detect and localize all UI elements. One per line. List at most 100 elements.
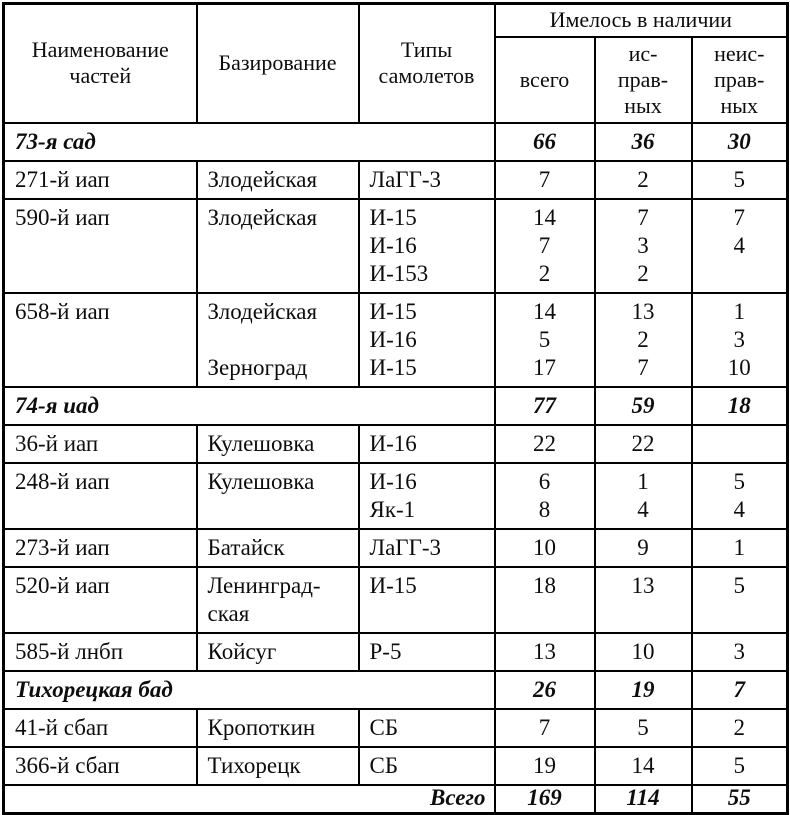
total-cell: 7 <box>493 159 596 200</box>
unit-cell: 585-й лнбп <box>2 631 198 672</box>
section-row: 74-я иад 77 59 18 <box>2 385 789 426</box>
total-all-cell: 169 <box>493 783 596 814</box>
base-cell: Злодейская Зерноград <box>195 291 360 388</box>
col-header-unserviceable: неис- прав- ных <box>690 35 789 124</box>
types-cell: И-16 Як-1 <box>357 461 496 530</box>
total-unserviceable-cell: 55 <box>690 783 789 814</box>
total-cell: 14 7 2 <box>493 197 596 294</box>
serviceable-cell: 2 <box>593 159 693 200</box>
header-row-top: Наименование частей Базирование Типы сам… <box>2 2 789 124</box>
section-title: 74-я иад <box>2 385 496 426</box>
unserviceable-cell: 3 <box>690 631 789 672</box>
base-cell: Злодейская <box>195 197 360 294</box>
unserviceable-cell: 5 <box>690 159 789 200</box>
types-cell: И-15 И-16 И-15 <box>357 291 496 388</box>
col-header-base: Базирование <box>195 2 360 124</box>
serviceable-cell: 14 <box>593 745 693 786</box>
section-title: 73-я сад <box>2 121 496 162</box>
section-row: Тихорецкая бад 26 19 7 <box>2 669 789 710</box>
serviceable-cell: 5 <box>593 707 693 748</box>
serviceable-cell: 1 4 <box>593 461 693 530</box>
total-cell: 19 <box>493 745 596 786</box>
table-row: 590-й иап Злодейская И-15 И-16 И-153 14 7 2… <box>2 197 789 294</box>
table-row: 271-й иап Злодейская ЛаГГ-3 7 2 5 <box>2 159 789 200</box>
base-cell: Кулешовка <box>195 461 360 530</box>
table-row: 41-й сбап Кропоткин СБ 7 5 2 <box>2 707 789 748</box>
section-total-cell: 26 <box>493 669 596 710</box>
section-title: Тихорецкая бад <box>2 669 496 710</box>
table-row: 585-й лнбп Койсуг Р-5 13 10 3 <box>2 631 789 672</box>
base-cell: Кулешовка <box>195 423 360 464</box>
total-cell: 13 <box>493 631 596 672</box>
section-serviceable-cell: 36 <box>593 121 693 162</box>
table-row: 520-й иап Ленинград- ская И-15 18 13 5 <box>2 565 789 634</box>
unit-cell: 248-й иап <box>2 461 198 530</box>
unit-cell: 366-й сбап <box>2 745 198 786</box>
unit-cell: 271-й иап <box>2 159 198 200</box>
section-serviceable-cell: 59 <box>593 385 693 426</box>
section-total-cell: 66 <box>493 121 596 162</box>
base-cell: Злодейская <box>195 159 360 200</box>
unit-cell: 36-й иап <box>2 423 198 464</box>
serviceable-cell: 13 <box>593 565 693 634</box>
section-serviceable-cell: 19 <box>593 669 693 710</box>
unserviceable-cell: 5 4 <box>690 461 789 530</box>
col-header-serviceable: ис- прав- ных <box>593 35 693 124</box>
types-cell: СБ <box>357 745 496 786</box>
serviceable-cell: 10 <box>593 631 693 672</box>
section-unserviceable-cell: 7 <box>690 669 789 710</box>
unit-cell: 590-й иап <box>2 197 198 294</box>
types-cell: И-16 <box>357 423 496 464</box>
unit-cell: 658-й иап <box>2 291 198 388</box>
section-total-cell: 77 <box>493 385 596 426</box>
total-cell: 22 <box>493 423 596 464</box>
unserviceable-cell: 1 3 10 <box>690 291 789 388</box>
total-serviceable-cell: 114 <box>593 783 693 814</box>
col-header-unit: Наименование частей <box>2 2 198 124</box>
base-cell: Батайск <box>195 527 360 568</box>
serviceable-cell: 9 <box>593 527 693 568</box>
section-row: 73-я сад 66 36 30 <box>2 121 789 162</box>
table-row: 273-й иап Батайск ЛаГГ-3 10 9 1 <box>2 527 789 568</box>
unserviceable-cell: 1 <box>690 527 789 568</box>
header-row-sub: всего ис- прав- ных неис- прав- ных <box>4 35 789 124</box>
types-cell: СБ <box>357 707 496 748</box>
types-cell: Р-5 <box>357 631 496 672</box>
base-cell: Койсуг <box>195 631 360 672</box>
col-header-types: Типы самолетов <box>357 2 496 124</box>
types-cell: И-15 И-16 И-153 <box>357 197 496 294</box>
section-unserviceable-cell: 30 <box>690 121 789 162</box>
serviceable-cell: 22 <box>593 423 693 464</box>
table-header: Наименование частей Базирование Типы сам… <box>2 2 789 124</box>
unserviceable-cell: 7 4 <box>690 197 789 294</box>
unit-cell: 41-й сбап <box>2 707 198 748</box>
col-header-availability: Имелось в наличии <box>493 2 789 38</box>
section-unserviceable-cell: 18 <box>690 385 789 426</box>
total-label: Всего <box>2 783 496 814</box>
serviceable-cell: 7 3 2 <box>593 197 693 294</box>
total-cell: 14 5 17 <box>493 291 596 388</box>
total-cell: 7 <box>493 707 596 748</box>
table-footer: Всего 169 114 55 <box>2 783 789 814</box>
unit-cell: 520-й иап <box>2 565 198 634</box>
col-header-total: всего <box>493 35 596 124</box>
total-cell: 18 <box>493 565 596 634</box>
types-cell: ЛаГГ-3 <box>357 159 496 200</box>
table-row: 366-й сбап Тихорецк СБ 19 14 5 <box>2 745 789 786</box>
unserviceable-cell <box>690 423 789 464</box>
unserviceable-cell: 5 <box>690 565 789 634</box>
base-cell: Кропоткин <box>195 707 360 748</box>
base-cell: Тихорецк <box>195 745 360 786</box>
table-row: 36-й иап Кулешовка И-16 22 22 <box>2 423 789 464</box>
table-row: 658-й иап Злодейская Зерноград И-15 И-16 И… <box>2 291 789 388</box>
base-cell: Ленинград- ская <box>195 565 360 634</box>
table-body: 73-я сад 66 36 30 271-й иап Злодейская ЛаГГ-3 7… <box>2 121 789 786</box>
types-cell: И-15 <box>357 565 496 634</box>
total-cell: 6 8 <box>493 461 596 530</box>
total-row: Всего 169 114 55 <box>2 783 789 814</box>
unit-cell: 273-й иап <box>2 527 198 568</box>
unserviceable-cell: 5 <box>690 745 789 786</box>
